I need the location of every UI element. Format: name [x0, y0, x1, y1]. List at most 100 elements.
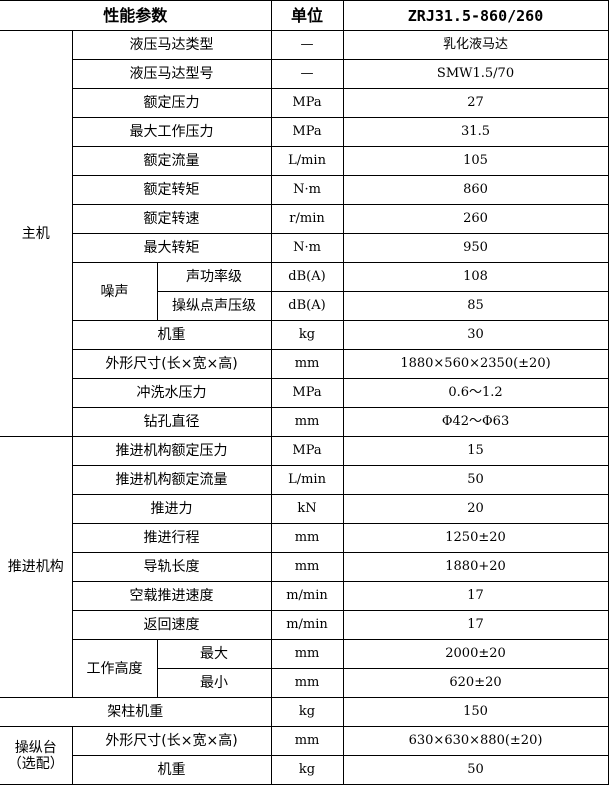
param-value: 108	[342, 262, 609, 292]
param-value: 50	[342, 755, 609, 785]
param-value: 1250±20	[342, 523, 609, 553]
param-value: SMW1.5/70	[342, 59, 609, 89]
param-unit: r/min	[270, 204, 344, 234]
table-row: 机重 kg 50	[0, 755, 609, 785]
param-name: 空载推进速度	[71, 581, 272, 611]
param-name: 外形尺寸(长×宽×高)	[71, 726, 272, 756]
param-value: 17	[342, 610, 609, 640]
table-row: 推进力 kN 20	[0, 494, 609, 524]
param-name: 操纵点声压级	[156, 291, 272, 321]
header-row: 性能参数 单位 ZRJ31.5-860/260	[0, 0, 609, 31]
param-unit: mm	[270, 407, 344, 437]
param-name: 返回速度	[71, 610, 272, 640]
table-row: 液压马达型号 — SMW1.5/70	[0, 59, 609, 89]
table-row: 推进机构 推进机构额定压力 MPa 15	[0, 436, 609, 698]
table-row: 额定转矩 N·m 860	[0, 175, 609, 205]
param-name: 架柱机重	[0, 697, 272, 727]
table-row: 返回速度 m/min 17	[0, 610, 609, 640]
param-unit: —	[270, 30, 344, 60]
param-name: 额定流量	[71, 146, 272, 176]
param-value: 150	[342, 697, 609, 727]
table-row: 架柱机重 kg 150	[0, 697, 609, 727]
header-model: ZRJ31.5-860/260	[342, 0, 609, 31]
param-unit: MPa	[270, 88, 344, 118]
param-unit: mm	[270, 349, 344, 379]
param-unit: MPa	[270, 436, 344, 466]
param-value: 17	[342, 581, 609, 611]
table-row: 操纵台 （选配） 外形尺寸(长×宽×高) mm 630×630×880(±20)	[0, 726, 609, 785]
param-unit: kN	[270, 494, 344, 524]
param-unit: dB(A)	[270, 262, 344, 292]
group-label: 操纵台 （选配）	[0, 726, 73, 785]
table-row: 最大工作压力 MPa 31.5	[0, 117, 609, 147]
param-value: 15	[342, 436, 609, 466]
param-value: 105	[342, 146, 609, 176]
param-name: 推进机构额定压力	[71, 436, 272, 466]
table-row: 推进机构额定流量 L/min 50	[0, 465, 609, 495]
param-value: 27	[342, 88, 609, 118]
param-name: 额定转矩	[71, 175, 272, 205]
param-name: 推进力	[71, 494, 272, 524]
table-row: 外形尺寸(长×宽×高) mm 1880×560×2350(±20)	[0, 349, 609, 379]
param-value: 30	[342, 320, 609, 350]
table-row: 主机 液压马达类型 — 乳化液马达	[0, 30, 609, 437]
group-label: 推进机构	[0, 436, 73, 698]
header-param: 性能参数	[0, 0, 272, 31]
param-unit: N·m	[270, 233, 344, 263]
param-unit: MPa	[270, 117, 344, 147]
param-value: 260	[342, 204, 609, 234]
param-name: 导轨长度	[71, 552, 272, 582]
table-row: 噪声 声功率级 dB(A) 108	[0, 262, 609, 321]
param-value: 2000±20	[342, 639, 609, 669]
table-row: 导轨长度 mm 1880+20	[0, 552, 609, 582]
param-name: 最大转矩	[71, 233, 272, 263]
param-value: Φ42～Φ63	[342, 407, 609, 437]
param-unit: kg	[270, 697, 344, 727]
param-unit: mm	[270, 639, 344, 669]
param-value: 50	[342, 465, 609, 495]
param-value: 1880+20	[342, 552, 609, 582]
table-row: 机重 kg 30	[0, 320, 609, 350]
subgroup-label: 工作高度	[71, 639, 158, 698]
param-value: 860	[342, 175, 609, 205]
header-unit: 单位	[270, 0, 344, 31]
table-row: 空载推进速度 m/min 17	[0, 581, 609, 611]
param-name: 声功率级	[156, 262, 272, 292]
table-row: 额定流量 L/min 105	[0, 146, 609, 176]
param-name: 液压马达型号	[71, 59, 272, 89]
param-name: 推进机构额定流量	[71, 465, 272, 495]
param-name: 机重	[71, 755, 272, 785]
param-unit: mm	[270, 668, 344, 698]
param-unit: m/min	[270, 610, 344, 640]
table-row: 额定转速 r/min 260	[0, 204, 609, 234]
table-row: 冲洗水压力 MPa 0.6～1.2	[0, 378, 609, 408]
param-name: 最小	[156, 668, 272, 698]
param-name: 推进行程	[71, 523, 272, 553]
param-unit: L/min	[270, 465, 344, 495]
param-value: 20	[342, 494, 609, 524]
table-row: 最大转矩 N·m 950	[0, 233, 609, 263]
param-unit: dB(A)	[270, 291, 344, 321]
param-unit: kg	[270, 320, 344, 350]
table-row: 钻孔直径 mm Φ42～Φ63	[0, 407, 609, 437]
param-value: 950	[342, 233, 609, 263]
table-row: 工作高度 最大 mm 2000±20	[0, 639, 609, 698]
param-name: 液压马达类型	[71, 30, 272, 60]
param-name: 外形尺寸(长×宽×高)	[71, 349, 272, 379]
param-unit: mm	[270, 726, 344, 756]
table-row: 额定压力 MPa 27	[0, 88, 609, 118]
param-value: 630×630×880(±20)	[342, 726, 609, 756]
param-value: 85	[342, 291, 609, 321]
param-name: 最大工作压力	[71, 117, 272, 147]
param-name: 最大	[156, 639, 272, 669]
param-unit: m/min	[270, 581, 344, 611]
param-value: 乳化液马达	[342, 30, 609, 60]
param-unit: N·m	[270, 175, 344, 205]
param-unit: L/min	[270, 146, 344, 176]
subgroup-label: 噪声	[71, 262, 158, 321]
param-value: 0.6～1.2	[342, 378, 609, 408]
param-value: 31.5	[342, 117, 609, 147]
group-label: 主机	[0, 30, 73, 437]
param-name: 额定转速	[71, 204, 272, 234]
